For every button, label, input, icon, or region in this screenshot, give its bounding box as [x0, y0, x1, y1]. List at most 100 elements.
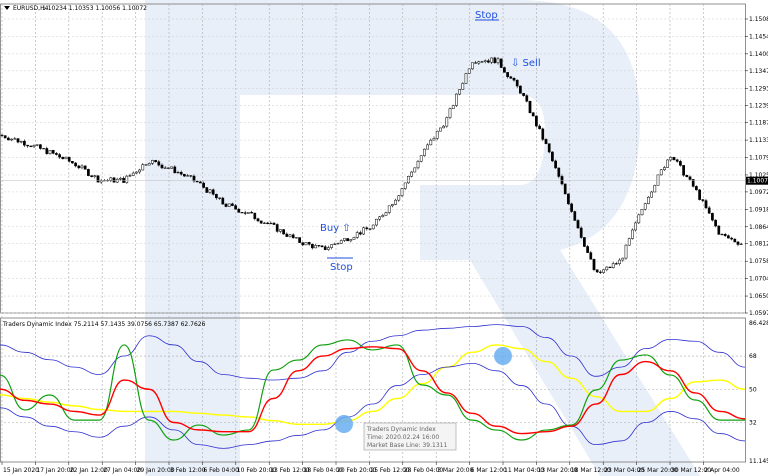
- candle-body: [163, 167, 167, 169]
- candle-body: [631, 229, 634, 239]
- candle-body: [314, 245, 317, 249]
- time-axis-label: 18 Feb 04:00: [304, 467, 344, 474]
- candle-body: [480, 61, 484, 63]
- candle-body: [218, 197, 221, 199]
- candle-body: [483, 60, 487, 62]
- candle-body: [61, 156, 65, 160]
- candle-body: [429, 139, 433, 146]
- candle-body: [323, 246, 327, 250]
- candle-body: [410, 171, 413, 177]
- signal-marker-sell: [494, 347, 512, 365]
- candle-body: [122, 177, 125, 183]
- candle-body: [586, 246, 589, 253]
- candle-body: [691, 179, 695, 187]
- candle-body: [695, 186, 698, 191]
- time-axis-label: 13 Feb 12:00: [270, 467, 310, 474]
- candle-body: [467, 68, 471, 74]
- candle-body: [301, 242, 305, 246]
- candle-body: [83, 165, 87, 170]
- indicator-lines: [0, 324, 746, 449]
- base-line: [0, 344, 746, 426]
- grid: [0, 3, 746, 463]
- candle-body: [279, 229, 282, 232]
- candle-body: [445, 117, 449, 127]
- candle-body: [295, 237, 298, 239]
- candle-body: [679, 161, 682, 166]
- candle-body: [381, 215, 385, 218]
- candle-body: [682, 165, 685, 176]
- candle-body: [80, 165, 84, 169]
- time-axis-label: 18 Mar 12:00: [571, 467, 611, 474]
- candle-body: [202, 182, 205, 188]
- price-axis-label: 1.09725: [749, 189, 768, 196]
- candle-body: [506, 72, 509, 77]
- candle-body: [288, 234, 292, 237]
- candle-body: [266, 222, 269, 225]
- candle-body: [304, 242, 308, 246]
- price-axis-label: 1.10250: [749, 172, 768, 179]
- candle-body: [675, 159, 679, 162]
- candle-body: [221, 197, 225, 205]
- tooltip-title: Traders Dynamic Index: [366, 426, 436, 433]
- candle-body: [368, 228, 372, 230]
- candle-body: [567, 193, 570, 205]
- candle-body: [528, 101, 532, 113]
- candle-body: [701, 199, 705, 201]
- candle-body: [643, 203, 647, 210]
- triangle-down-icon[interactable]: [4, 6, 10, 10]
- candle-body: [727, 235, 730, 239]
- candle-body: [96, 175, 100, 183]
- candle-body: [7, 137, 10, 141]
- candle-body: [26, 144, 29, 147]
- candle-body: [343, 238, 346, 241]
- candle-body: [707, 207, 711, 214]
- candle-body: [605, 266, 609, 271]
- candle-body: [45, 148, 49, 154]
- axes: 1.15080 1.14540 1.14000 1.13475 1.12935 1.123…: [1, 16, 768, 474]
- time-axis-label: 6 Mar 12:00: [471, 467, 507, 474]
- candle-body: [16, 138, 20, 143]
- candle-body: [583, 237, 586, 247]
- price-axis-label: 1.15080: [749, 16, 768, 23]
- candle-body: [384, 212, 388, 216]
- candle-body: [455, 93, 458, 106]
- candle-body: [192, 175, 196, 182]
- price-axis-label: 1.11330: [749, 137, 768, 144]
- candle-body: [186, 175, 189, 177]
- candle-body: [93, 175, 97, 177]
- indicator-header: Traders Dynamic Index 75.2114 57.1435 39…: [2, 321, 206, 328]
- candle-body: [554, 160, 557, 169]
- candle-body: [595, 269, 599, 273]
- candle-body: [435, 130, 439, 139]
- candle-body: [458, 89, 461, 95]
- candle-body: [77, 165, 81, 169]
- candle-body: [397, 195, 401, 201]
- candle-body: [659, 169, 663, 176]
- price-axis-label: 1.07580: [749, 258, 768, 265]
- lower-line: [0, 363, 746, 449]
- candle-body: [64, 156, 68, 160]
- candle-body: [618, 259, 621, 264]
- candle-body: [531, 112, 535, 117]
- candle-body: [224, 203, 228, 207]
- candle-body: [426, 144, 429, 150]
- candle-body: [387, 205, 391, 213]
- candle-body: [538, 125, 541, 130]
- candle-body: [371, 224, 375, 230]
- candle-body: [403, 182, 407, 189]
- candle-body: [263, 222, 266, 224]
- candle-body: [247, 212, 250, 214]
- candle-body: [570, 203, 573, 212]
- candle-body: [355, 232, 359, 238]
- candle-body: [442, 125, 445, 129]
- price-axis-label: 1.10790: [749, 155, 768, 162]
- watermark-shape: [145, 0, 700, 476]
- candle-body: [615, 263, 618, 265]
- signal-marker-buy: [335, 415, 353, 433]
- candle-body: [189, 175, 193, 177]
- signal-line: [0, 346, 746, 435]
- tooltip-time: Time: 2020.02.24 16:00: [366, 434, 439, 441]
- tooltip-value: Market Base Line: 39.1311: [367, 442, 447, 449]
